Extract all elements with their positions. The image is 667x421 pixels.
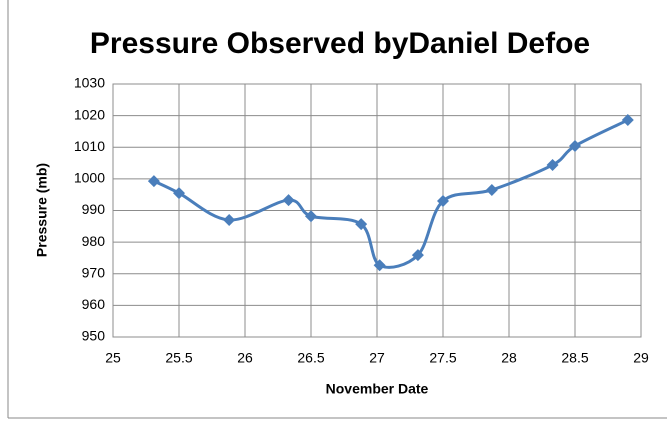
x-tick-label: 29	[633, 350, 649, 366]
x-tick-label: 25.5	[165, 350, 192, 366]
chart-title: Pressure Observed byDaniel Defoe	[90, 27, 590, 60]
x-tick-label: 26	[237, 350, 253, 366]
data-point	[282, 194, 295, 207]
y-tick-label: 990	[82, 201, 106, 217]
x-tick-label: 27	[369, 350, 385, 366]
data-point	[305, 210, 317, 223]
x-tick-label: 28.5	[561, 350, 588, 366]
plot-border	[112, 83, 642, 338]
x-tick-label: 26.5	[297, 350, 324, 366]
data-point	[355, 218, 368, 231]
data-point	[485, 183, 498, 196]
series-line	[153, 118, 629, 269]
data-point	[173, 187, 185, 200]
data-point	[147, 175, 160, 188]
x-tick-label: 25	[105, 350, 121, 366]
data-point	[437, 195, 449, 208]
y-tick-label: 950	[82, 328, 106, 344]
data-point	[373, 259, 386, 272]
y-tick-label: 980	[82, 233, 106, 249]
data-point	[569, 139, 581, 152]
y-tick-label: 1010	[74, 138, 105, 154]
x-tick-label: 27.5	[429, 350, 456, 366]
data-point	[223, 213, 236, 226]
data-point	[546, 158, 559, 171]
y-tick-label: 970	[82, 264, 106, 280]
x-axis-label: November Date	[326, 381, 429, 397]
y-tick-label: 1000	[74, 170, 105, 186]
y-tick-label: 1020	[74, 106, 105, 122]
data-point	[621, 114, 634, 127]
data-point	[411, 249, 424, 262]
y-tick-label: 960	[82, 296, 106, 312]
y-axis-label: Pressure (mb)	[34, 163, 50, 257]
y-tick-label: 1030	[74, 75, 105, 91]
x-tick-label: 28	[501, 350, 517, 366]
